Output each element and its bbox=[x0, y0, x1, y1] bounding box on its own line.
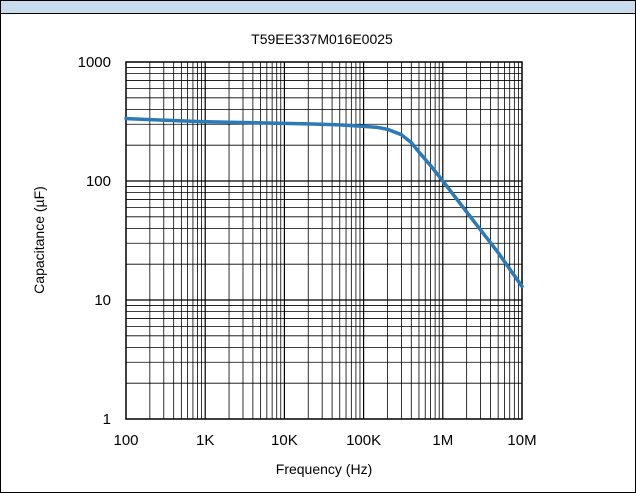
y-axis-label: Capacitance (µF) bbox=[31, 186, 47, 294]
header-band bbox=[1, 1, 635, 14]
x-tick-label: 1M bbox=[432, 432, 453, 449]
y-tick-labels: 1 10 100 1000 bbox=[78, 54, 111, 428]
x-tick-label: 100K bbox=[346, 432, 381, 449]
y-tick-label: 100 bbox=[86, 173, 111, 190]
x-tick-labels: 100 1K 10K 100K 1M 10M bbox=[113, 432, 536, 449]
x-tick-label: 10M bbox=[507, 432, 536, 449]
chart-grid bbox=[126, 62, 522, 419]
chart-title: T59EE337M016E0025 bbox=[251, 31, 393, 47]
y-tick-label: 10 bbox=[94, 292, 111, 309]
x-tick-label: 100 bbox=[113, 432, 138, 449]
plot-area bbox=[125, 61, 523, 420]
series-line-capacitance bbox=[124, 116, 524, 289]
x-tick-label: 1K bbox=[196, 432, 214, 449]
y-tick-label: 1 bbox=[103, 411, 111, 428]
y-tick-label: 1000 bbox=[78, 54, 111, 71]
series-layer bbox=[124, 116, 524, 289]
x-tick-label: 10K bbox=[271, 432, 298, 449]
x-axis-label: Frequency (Hz) bbox=[276, 461, 372, 477]
